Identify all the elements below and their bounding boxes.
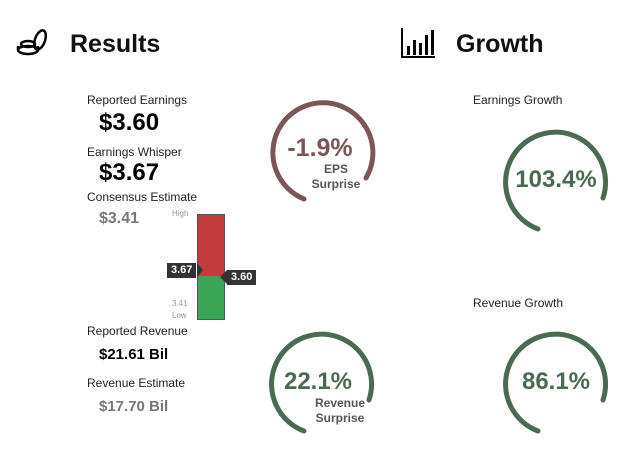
reported-earnings-value: $3.60 [99, 109, 160, 136]
revenue-surprise-gauge: 22.1% Revenue Surprise [266, 328, 378, 440]
earnings-whisper-value: $3.67 [99, 159, 160, 186]
eps-surprise-line1: EPS [323, 162, 348, 176]
revenue-surprise-value: 22.1% [283, 368, 353, 395]
range-high-label: High [172, 209, 189, 218]
reported-tag: 3.60 [227, 270, 257, 285]
growth-title: Growth [456, 30, 544, 58]
reported-revenue-value: $21.61 Bil [99, 346, 169, 363]
eps-surprise-gauge: -1.9% EPS Surprise [266, 96, 378, 208]
estimate-range-chart: High 3.67 3.60 3.41 Low [160, 205, 270, 325]
range-low-value: 3.41 [172, 299, 188, 308]
revenue-surprise-arc [269, 331, 375, 434]
range-bar-lower [197, 276, 225, 320]
bar-chart-icon [400, 26, 436, 60]
revenue-surprise-line1: Revenue [314, 396, 366, 410]
eps-surprise-line2: Surprise [311, 177, 361, 191]
revenue-growth-gauge: 86.1% [500, 328, 612, 440]
eps-surprise-arc [270, 100, 376, 202]
revenue-surprise-line2: Surprise [315, 411, 365, 425]
earnings-growth-label: Earnings Growth [473, 93, 563, 107]
revenue-growth-arc [503, 331, 609, 434]
earnings-growth-value: 103.4% [515, 166, 597, 193]
reported-revenue-label: Reported Revenue [87, 324, 188, 338]
coins-icon [16, 26, 48, 58]
eps-surprise-value: -1.9% [287, 134, 353, 162]
range-low-label: Low [172, 311, 187, 320]
consensus-estimate-label: Consensus Estimate [87, 190, 198, 204]
earnings-whisper-label: Earnings Whisper [87, 145, 182, 159]
revenue-estimate-value: $17.70 Bil [99, 398, 169, 415]
earnings-growth-gauge: 103.4% [500, 126, 612, 238]
whisper-tag-arrow [197, 263, 203, 277]
revenue-estimate-label: Revenue Estimate [87, 376, 186, 390]
whisper-tag: 3.67 [167, 263, 197, 278]
earnings-growth-arc [503, 129, 609, 232]
consensus-estimate-value: $3.41 [99, 210, 140, 227]
results-title: Results [70, 30, 161, 58]
reported-tag-arrow [220, 270, 227, 284]
reported-earnings-label: Reported Earnings [87, 93, 188, 107]
revenue-growth-value: 86.1% [521, 368, 591, 395]
revenue-growth-label: Revenue Growth [473, 296, 564, 310]
